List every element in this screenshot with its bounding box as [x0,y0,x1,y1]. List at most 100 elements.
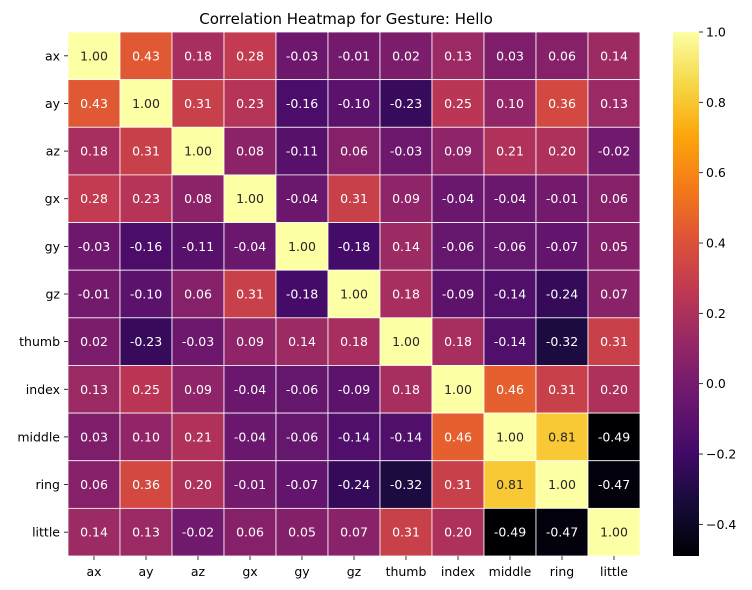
cell-value-label: -0.09 [442,287,474,302]
cell-value-label: -0.32 [390,477,422,492]
cell-value-label: 0.31 [340,191,368,206]
colorbar-tick-label: 0.2 [706,306,726,321]
heatmap-cell [587,79,641,128]
heatmap-cell [587,222,641,271]
cell-value-label: -0.49 [598,429,630,444]
cell-value-label: 0.13 [444,48,472,63]
heatmap-cell [67,79,121,128]
heatmap-cell [379,79,433,128]
cell-value-label: -0.16 [130,239,162,254]
heatmap-cell [379,317,433,366]
cell-value-label: 0.18 [184,48,212,63]
cell-value-label: 1.00 [444,382,472,397]
cell-value-label: 0.31 [132,144,160,159]
cell-value-label: 0.18 [80,144,108,159]
x-tick-label: index [441,564,475,579]
cell-value-label: 0.09 [184,382,212,397]
cell-value-label: 0.02 [392,48,420,63]
x-tick-label: ay [138,564,154,579]
cell-value-label: 0.14 [392,239,420,254]
cell-value-label: 0.31 [444,477,472,492]
cell-value-label: -0.14 [390,429,422,444]
cell-value-label: 0.20 [444,525,472,540]
cell-value-label: -0.32 [546,334,578,349]
colorbar-tick-label: −0.4 [706,517,736,532]
heatmap-cell [483,126,537,176]
heatmap-cell [535,222,589,271]
cell-value-label: 0.31 [392,525,420,540]
cell-value-label: -0.18 [338,239,370,254]
heatmap-cell [431,31,485,81]
heatmap-cell [431,317,485,366]
heatmap-cell [431,365,485,414]
cell-value-label: 0.06 [236,525,264,540]
cell-value-label: 0.20 [548,144,576,159]
cell-value-label: 0.31 [236,287,264,302]
cell-value-label: 0.09 [392,191,420,206]
cell-value-label: -0.01 [546,191,578,206]
cell-value-label: 0.20 [600,382,628,397]
colorbar-tick-label: 0.8 [706,95,726,110]
cell-value-label: -0.06 [494,239,526,254]
cell-value-label: -0.07 [286,477,318,492]
cell-value-label: -0.23 [390,96,422,111]
y-tick-label: az [46,144,61,159]
heatmap-cell [587,460,641,509]
heatmap-cell [327,317,381,366]
cell-value-label: 0.08 [184,191,212,206]
cell-value-label: 0.28 [80,191,108,206]
cell-value-label: -0.03 [182,334,214,349]
heatmap-cell [171,507,225,557]
x-tick-label: az [191,564,206,579]
cell-value-label: 0.07 [340,525,368,540]
cell-value-label: -0.23 [130,334,162,349]
heatmap-cell [275,222,329,271]
heatmap-cells: 1.00 0.43 0.18 0.28 -0.03 -0.01 0.02 0.13 0.03 0.… [67,31,641,557]
colorbar-tick-label: 0.0 [706,376,726,391]
heatmap-cell [535,317,589,366]
cell-value-label: 0.13 [132,525,160,540]
cell-value-label: -0.07 [546,239,578,254]
heatmap-cell [379,222,433,271]
heatmap-cell [379,126,433,176]
cell-value-label: 0.03 [80,429,108,444]
heatmap-cell [431,412,485,462]
cell-value-label: 0.81 [496,477,524,492]
heatmap-cell [379,174,433,223]
cell-value-label: 1.00 [496,429,524,444]
cell-value-label: 0.20 [184,477,212,492]
y-axis-ticks: ax ay az gx gy gz thumb index middle ring little [17,48,68,540]
cell-value-label: -0.03 [390,144,422,159]
heatmap-cell [379,365,433,414]
heatmap-cell [587,412,641,462]
heatmap-cell [483,79,537,128]
cell-value-label: 1.00 [340,287,368,302]
heatmap-cell [171,412,225,462]
y-tick-label: gy [45,239,61,254]
heatmap-cell [587,31,641,81]
heatmap-cell [379,412,433,462]
heatmap-cell [431,79,485,128]
heatmap-cell [587,126,641,176]
cell-value-label: 0.43 [132,48,160,63]
cell-value-label: -0.02 [182,525,214,540]
heatmap-cell [327,126,381,176]
heatmap-cell [119,365,173,414]
heatmap-cell [483,222,537,271]
cell-value-label: 0.21 [496,144,524,159]
cell-value-label: 0.25 [444,96,472,111]
heatmap-cell [327,222,381,271]
cell-value-label: -0.01 [234,477,266,492]
cell-value-label: -0.01 [78,287,110,302]
y-tick-label: index [26,382,60,397]
cell-value-label: -0.47 [598,477,630,492]
cell-value-label: -0.10 [130,287,162,302]
heatmap-cell [327,269,381,319]
y-tick-label: thumb [19,334,60,349]
y-tick-label: middle [17,429,60,444]
colorbar-tick-label: 0.6 [706,165,726,180]
cell-value-label: 0.05 [600,239,628,254]
cell-value-label: -0.04 [442,191,474,206]
heatmap-cell [223,317,277,366]
